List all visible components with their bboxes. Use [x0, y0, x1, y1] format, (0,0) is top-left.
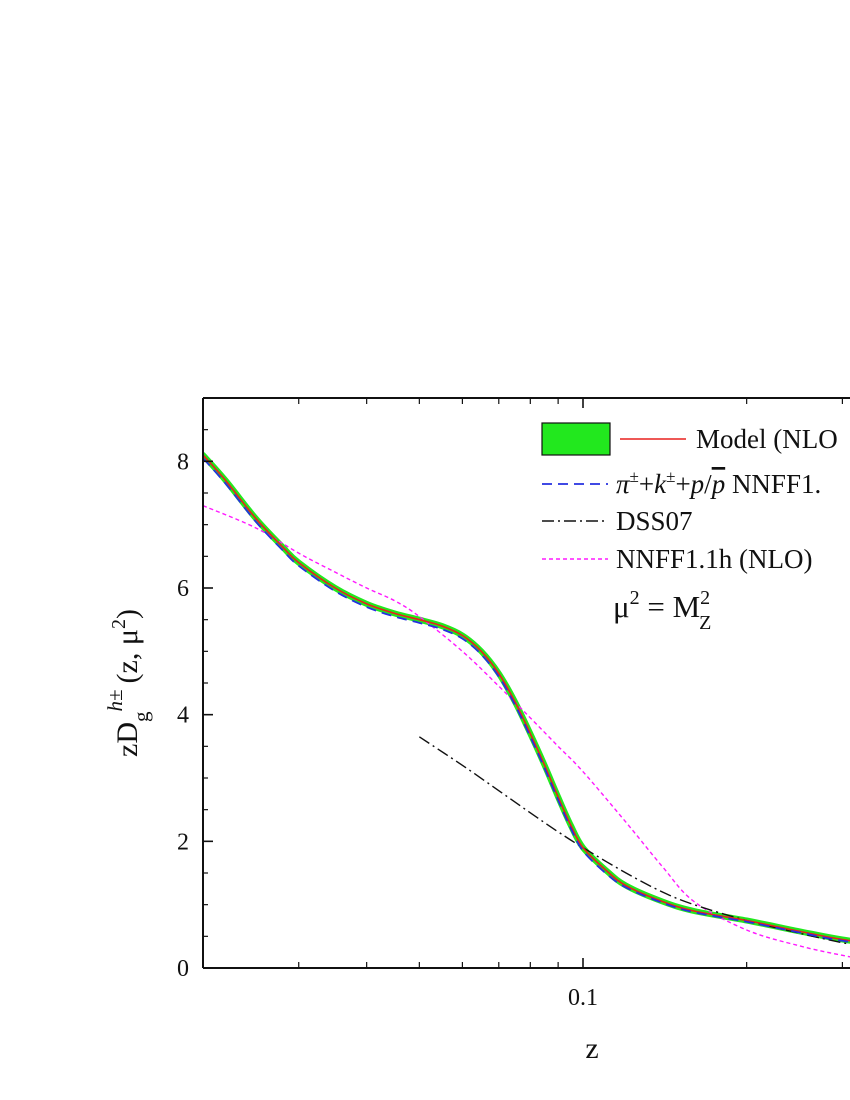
- y-axis-title-sup: h±: [103, 689, 127, 711]
- legend-band-swatch: [541, 422, 611, 456]
- y-tick-label: 0: [177, 956, 189, 982]
- legend-label-nnff11h: NNFF1.1h (NLO): [616, 544, 813, 574]
- y-tick-label: 4: [177, 703, 189, 729]
- legend-label-model: Model (NLO: [696, 424, 838, 454]
- ticks: 0 2 4 6 8 0.1: [177, 397, 843, 1011]
- legend: Model (NLO π±+k±+p/p NNFF1. DSS07 NNFF1.…: [541, 422, 838, 574]
- series-line-1: [203, 457, 850, 943]
- series-layer: [203, 452, 850, 958]
- y-tick-label: 8: [177, 449, 189, 475]
- y-tick-label: 2: [177, 829, 189, 855]
- x-tick-label: 0.1: [568, 985, 598, 1011]
- y-axis-title-args-sup: 2: [108, 619, 130, 629]
- y-axis-title-sub: g: [129, 711, 153, 722]
- series-line-2: [418, 736, 850, 945]
- y-tick-label: 6: [177, 576, 189, 602]
- plot-area: [203, 452, 850, 958]
- legend-label-nnff1-sum: π±+k±+p/p NNFF1.: [616, 467, 821, 499]
- legend-label-dss07: DSS07: [616, 506, 693, 536]
- y-axis-title: zDgh± (z, μ2): [103, 609, 153, 757]
- series-line-0: [203, 454, 850, 942]
- y-axis-title-args-close: ): [111, 609, 144, 619]
- scale-annotation: μ2 = M2 Z: [613, 587, 711, 634]
- y-axis-title-args: (z, μ: [111, 629, 144, 683]
- y-axis-title-prefix: zD: [111, 722, 144, 757]
- series-line-3: [203, 505, 850, 958]
- x-axis-title: z: [585, 1032, 598, 1065]
